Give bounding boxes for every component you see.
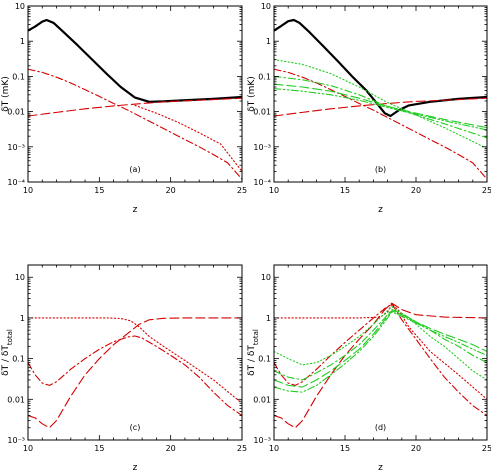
series-line-2 (28, 317, 242, 429)
x-tick-label: 20 (411, 444, 421, 453)
y-tick-label: 0.01 (7, 108, 25, 117)
x-tick-label: 10 (23, 444, 33, 453)
y-tick-label: 10 (261, 2, 271, 11)
series-line-3 (28, 335, 242, 417)
y-tick-label: 1 (20, 314, 25, 323)
y-tick-label: 1 (20, 37, 25, 46)
series-line-5 (274, 309, 487, 381)
y-tick-label: 10⁻⁴ (7, 178, 25, 187)
series-line-1 (28, 18, 242, 103)
y-tick-label: 0.01 (253, 395, 271, 404)
series-line-2 (28, 97, 242, 117)
series-line-6 (274, 310, 487, 388)
x-tick-label: 20 (166, 444, 176, 453)
series-line-3 (274, 68, 487, 180)
y-axis-label: δT (mK) (247, 76, 257, 112)
y-tick-label: 10⁻³ (7, 143, 25, 152)
series-line-4 (134, 104, 242, 172)
y-tick-label: 0.1 (258, 72, 271, 81)
x-tick-label: 10 (269, 186, 279, 195)
y-axis-label: δT / δTtotal (1, 329, 14, 376)
x-tick-label: 25 (482, 186, 491, 195)
x-axis-label: z (133, 205, 138, 215)
series-line-3 (28, 68, 242, 180)
x-tick-label: 25 (237, 186, 247, 195)
series-line-1 (274, 18, 487, 118)
series-line-2 (274, 97, 487, 117)
x-tick-label: 15 (94, 186, 104, 195)
x-tick-label: 20 (166, 186, 176, 195)
plot-frame (27, 5, 243, 183)
x-tick-label: 25 (482, 444, 491, 453)
x-tick-label: 10 (269, 444, 279, 453)
y-tick-label: 10⁻³ (253, 436, 271, 445)
series-line-2 (274, 302, 487, 429)
y-tick-label: 1 (266, 314, 271, 323)
y-tick-label: 0.1 (12, 355, 25, 364)
plot-frame (27, 264, 243, 441)
y-tick-label: 10⁻³ (253, 143, 271, 152)
series-line-5 (274, 75, 487, 139)
x-axis-label: z (378, 463, 383, 473)
chart-panel-3: 10 15 20 25 10⁻³ 0.01 0.1 1 10 (c) z δT / δTtotal (1, 264, 247, 473)
x-tick-label: 15 (340, 186, 350, 195)
y-tick-label: 0.01 (7, 395, 25, 404)
x-axis-label: z (133, 463, 138, 473)
x-tick-label: 25 (237, 444, 247, 453)
panel-label: (d) (375, 423, 386, 432)
plot-frame (273, 264, 488, 441)
x-tick-label: 15 (340, 444, 350, 453)
y-axis-label: δT / δTtotal (247, 329, 260, 376)
plot-frame (273, 5, 488, 183)
y-tick-label: 10 (15, 2, 25, 11)
series-line-7 (274, 88, 487, 131)
series-line-4 (274, 59, 487, 149)
y-tick-label: 0.1 (12, 72, 25, 81)
series-line-1 (28, 317, 242, 404)
chart-panel-4: 10 15 20 25 10⁻³ 0.01 0.1 1 10 (d) z δT / δTtotal (247, 264, 491, 473)
y-tick-label: 10 (261, 273, 271, 282)
series-line-6 (274, 83, 487, 129)
y-tick-label: 10 (15, 273, 25, 282)
panel-label: (b) (375, 165, 386, 174)
series-line-3 (274, 303, 487, 417)
y-tick-label: 0.1 (258, 355, 271, 364)
chart-panel-2: 10 15 20 25 10⁻⁴ 10⁻³ 0.01 0.1 1 10 (b) z δT (mK) (247, 2, 491, 215)
y-tick-label: 10⁻³ (7, 436, 25, 445)
y-axis-label: δT (mK) (1, 76, 11, 112)
panel-label: (a) (129, 165, 140, 174)
chart-panel-1: 10 15 20 25 10⁻⁴ 10⁻³ 0.01 0.1 1 10 (a) z δT (mK) (1, 2, 247, 215)
panel-label: (c) (130, 423, 141, 432)
x-tick-label: 20 (411, 186, 421, 195)
x-tick-label: 15 (94, 444, 104, 453)
x-axis-label: z (378, 205, 383, 215)
series-line-4 (274, 306, 487, 381)
y-tick-label: 10⁻⁴ (253, 178, 271, 187)
y-tick-label: 0.01 (253, 108, 271, 117)
x-tick-label: 10 (23, 186, 33, 195)
y-tick-label: 1 (266, 37, 271, 46)
series-line-7 (274, 311, 487, 393)
